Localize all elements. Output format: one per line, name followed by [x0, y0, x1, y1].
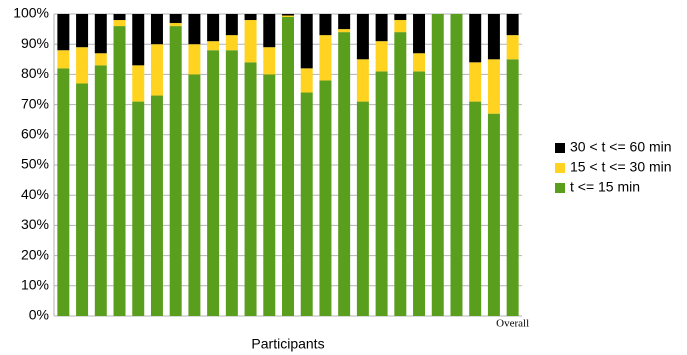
- bar-segment: [150, 95, 163, 316]
- bar-segment: [394, 32, 407, 317]
- bar-segment: [113, 26, 126, 317]
- bar-segment: [469, 101, 482, 316]
- y-tick-label: 60%: [21, 126, 49, 142]
- y-tick-label: 40%: [21, 186, 49, 202]
- bar-segment: [506, 59, 519, 317]
- bar-segment: [188, 74, 201, 317]
- bar-segment: [356, 101, 369, 316]
- bar-segment: [188, 44, 201, 75]
- bar-segment: [225, 14, 238, 36]
- bar-segment: [375, 41, 388, 72]
- bar-segment: [356, 59, 369, 102]
- bar-segment: [225, 35, 238, 51]
- bar-segment: [356, 14, 369, 60]
- y-tick-label: 90%: [21, 35, 49, 51]
- bar-segment: [487, 59, 500, 114]
- bar-segment: [319, 14, 332, 36]
- bar-segment: [94, 14, 107, 54]
- bar-segment: [506, 35, 519, 60]
- bar-segment: [282, 17, 294, 317]
- y-tick-label: 50%: [21, 156, 49, 172]
- bar-segment: [132, 14, 145, 66]
- bar-segment: [76, 47, 89, 84]
- bar-segment: [244, 20, 257, 63]
- bar-segment: [375, 71, 388, 316]
- y-tick-label: 70%: [21, 95, 49, 111]
- bar-segment: [394, 14, 407, 21]
- bar-segment: [188, 14, 201, 45]
- legend-swatch: [555, 143, 565, 153]
- bar-segment: [487, 14, 500, 60]
- x-tick-label: Overall: [496, 318, 529, 330]
- y-tick-label: 80%: [21, 65, 49, 81]
- bar-segment: [506, 14, 519, 36]
- bar-segment: [169, 23, 182, 27]
- bar-segment: [94, 65, 107, 316]
- bar-segment: [57, 14, 70, 51]
- x-axis-label: Participants: [251, 336, 324, 352]
- bar-segment: [207, 41, 220, 51]
- bar-segment: [263, 14, 276, 48]
- bar-segment: [169, 26, 182, 317]
- y-tick-label: 20%: [21, 246, 49, 262]
- y-tick-label: 100%: [13, 5, 49, 21]
- bar-segment: [469, 14, 482, 63]
- bar-segment: [413, 14, 426, 54]
- bar-segment: [300, 68, 313, 93]
- bar-segment: [450, 14, 463, 316]
- legend-label: 30 < t <= 60 min: [570, 139, 672, 155]
- y-tick-label: 0%: [29, 307, 49, 323]
- bar-segment: [469, 62, 482, 102]
- legend-label: 15 < t <= 30 min: [570, 159, 672, 175]
- bar-segment: [282, 15, 294, 18]
- y-tick-label: 30%: [21, 216, 49, 232]
- bar-segment: [132, 101, 145, 316]
- bar-segment: [207, 14, 220, 42]
- bar-segment: [487, 113, 500, 316]
- legend-label: t <= 15 min: [570, 179, 640, 195]
- bar-segment: [300, 14, 313, 69]
- bar-segment: [57, 68, 70, 316]
- bar-segment: [375, 14, 388, 42]
- bar-segment: [169, 14, 182, 24]
- bar-segment: [76, 83, 89, 317]
- bar-segment: [319, 35, 332, 81]
- bar-segment: [113, 14, 126, 21]
- bar-segment: [413, 53, 426, 72]
- bar-segment: [57, 50, 70, 69]
- bar-segment: [244, 14, 257, 21]
- bar-segment: [94, 53, 107, 66]
- bar-segment: [413, 71, 426, 316]
- legend: 30 < t <= 60 min 15 < t <= 30 min t <= 15 …: [555, 139, 672, 195]
- legend-swatch: [555, 183, 565, 193]
- bar-segment: [300, 92, 313, 317]
- bar-segment: [263, 47, 276, 75]
- bar-segment: [431, 14, 444, 316]
- bar-segment: [76, 14, 89, 48]
- bar-segment: [150, 44, 163, 96]
- bar-segment: [207, 50, 220, 317]
- bar-segment: [282, 14, 294, 16]
- bar-segment: [338, 14, 351, 30]
- y-tick-label: 10%: [21, 277, 49, 293]
- bar-segment: [338, 29, 351, 33]
- bar-segment: [394, 20, 407, 33]
- bar-segment: [132, 65, 145, 102]
- bar-segment: [319, 80, 332, 316]
- bar-segment: [113, 20, 126, 27]
- bar-segment: [338, 32, 351, 317]
- legend-swatch: [555, 163, 565, 173]
- bar-segment: [244, 62, 257, 316]
- bar-segment: [263, 74, 276, 317]
- bar-segment: [150, 14, 163, 45]
- bar-segment: [225, 50, 238, 317]
